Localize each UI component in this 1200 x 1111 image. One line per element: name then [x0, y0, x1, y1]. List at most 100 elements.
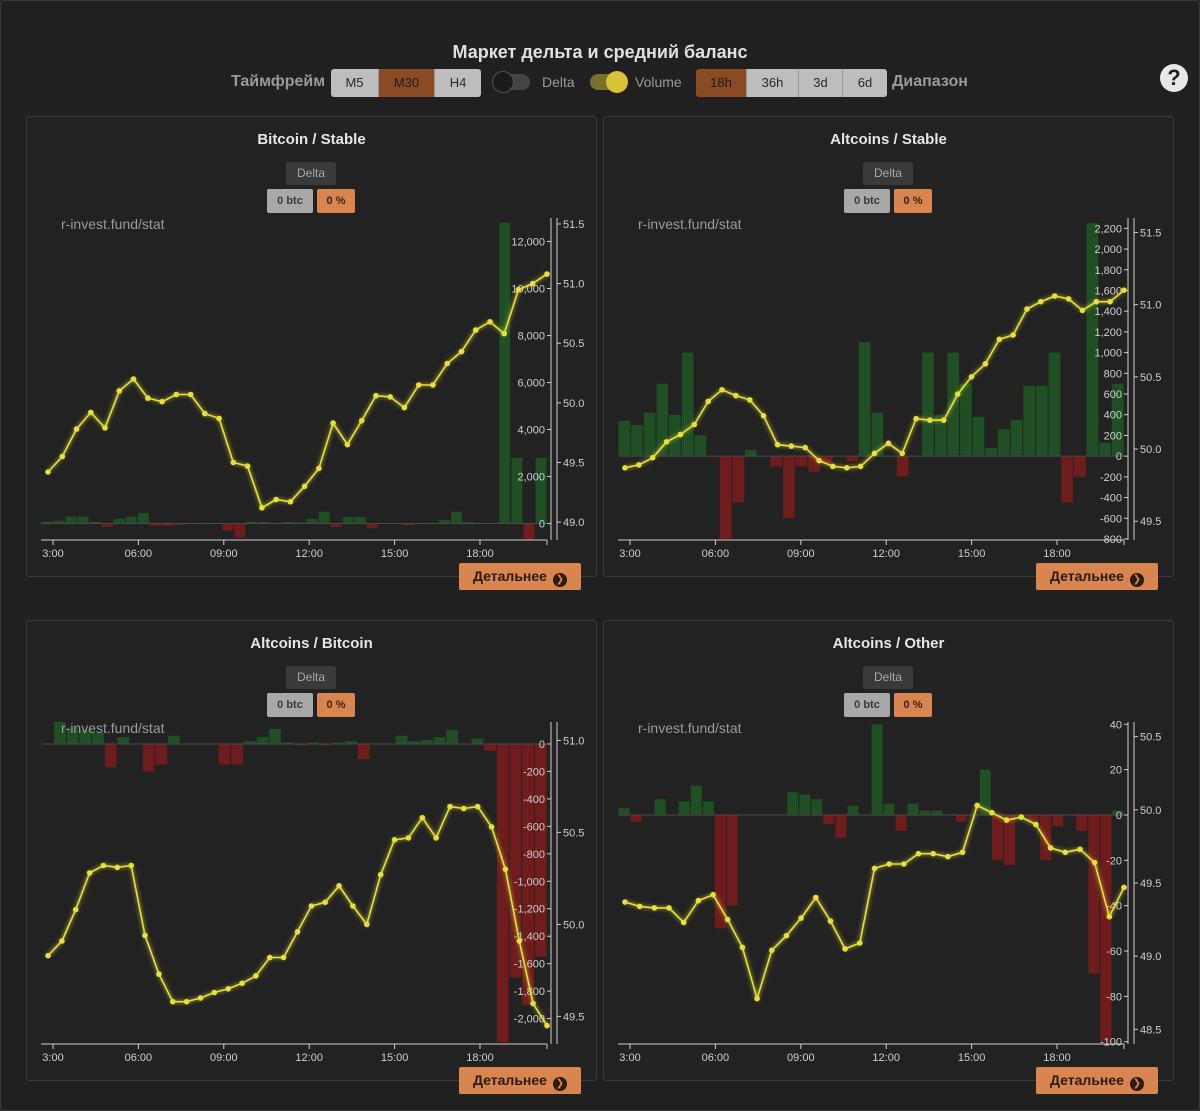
volume-toggle[interactable] [590, 71, 628, 93]
bar-axis-tick-label: -100 [1100, 1037, 1122, 1049]
details-button[interactable]: Детальнее ❯ [1036, 1067, 1158, 1094]
balance-point [391, 837, 398, 843]
range-18h-button[interactable]: 18h [696, 69, 747, 97]
panel-title: Altcoins / Other [832, 635, 945, 652]
positive-delta-bar [499, 222, 511, 524]
negative-delta-bar [155, 744, 168, 765]
positive-delta-bar [1099, 442, 1111, 457]
positive-delta-bar [446, 730, 458, 744]
balance-point [145, 395, 151, 401]
balance-point [954, 391, 961, 398]
delta-toggle[interactable] [492, 71, 530, 93]
balance-point [968, 374, 975, 380]
positive-delta-bar [421, 739, 433, 744]
x-axis-tick-label: 06:00 [125, 548, 153, 557]
negative-delta-bar [1040, 815, 1052, 861]
chart: 0 2,000 4,000 6,000 8,000 10,000 12,000 49.0 49.… [41, 218, 584, 557]
x-axis-tick-label: 3:00 [42, 1052, 63, 1061]
positive-delta-bar [65, 516, 77, 524]
balance-point [901, 861, 907, 867]
balance-point [430, 382, 436, 388]
positive-delta-bar [681, 352, 694, 457]
x-axis-tick-label: 09:00 [787, 548, 815, 557]
chevron-right-icon: ❯ [552, 1077, 567, 1091]
timeframe-m5-button[interactable]: M5 [331, 69, 379, 97]
balance-point [1107, 298, 1113, 305]
balance-point [202, 410, 208, 417]
positive-delta-bar [408, 741, 421, 744]
details-button-label: Детальнее [1050, 1072, 1124, 1088]
bar-axis-tick-label: 8,000 [517, 331, 545, 343]
balance-point [816, 457, 822, 464]
balance-point [447, 803, 453, 810]
balance-point [501, 330, 508, 337]
positive-delta-bar [306, 518, 318, 524]
positive-delta-bar [1112, 810, 1124, 815]
negative-delta-bar [522, 744, 534, 1005]
balance-point [1033, 821, 1039, 828]
chart: -2,000-1,800-1,600-1,400-1,200-1,000-800… [41, 722, 584, 1061]
bar-axis-tick-label: -20 [1106, 855, 1122, 867]
balance-point [1121, 287, 1127, 293]
balance-point [927, 417, 933, 424]
negative-delta-bar [402, 523, 414, 526]
line-axis-tick-label: 51.0 [563, 279, 584, 291]
range-6d-button[interactable]: 6d [843, 69, 887, 97]
chart: -800-600-400-20002004006008001,0001,2001… [618, 218, 1161, 557]
positive-delta-bar [125, 516, 137, 524]
bar-axis-tick-label: -1,200 [514, 904, 545, 916]
balance-point [170, 998, 176, 1005]
bar-axis-tick-label: 2,200 [1094, 223, 1122, 235]
timeframe-h4-button[interactable]: H4 [435, 69, 481, 97]
balance-point [544, 271, 550, 277]
details-button[interactable]: Детальнее ❯ [459, 1067, 581, 1094]
balance-point [959, 849, 966, 856]
bar-axis-tick-label: 0 [539, 519, 545, 531]
positive-delta-bar [318, 511, 330, 524]
balance-point [677, 431, 684, 438]
positive-delta-bar [690, 785, 702, 815]
positive-delta-bar [1023, 385, 1035, 457]
balance-point [754, 995, 760, 1002]
balance-point [830, 463, 836, 470]
timeframe-label: Таймфрейм [231, 73, 326, 90]
balance-point [1077, 846, 1083, 853]
balance-point [871, 865, 878, 872]
x-axis-tick-label: 18:00 [1043, 1052, 1071, 1061]
negative-delta-bar [496, 744, 509, 1042]
range-3d-button[interactable]: 3d [799, 69, 843, 97]
help-icon[interactable]: ? [1160, 64, 1188, 92]
bar-axis-tick-label: 20 [1110, 765, 1122, 777]
balance-point [769, 947, 775, 954]
percent-value-badge: 0 % [317, 693, 355, 717]
balance-point [488, 824, 495, 830]
delta-badge: Delta [286, 162, 336, 185]
timeframe-m30-button[interactable]: M30 [379, 69, 435, 97]
balance-point [225, 986, 231, 992]
details-button-label: Детальнее [1050, 568, 1124, 584]
line-axis-tick-label: 50.0 [1140, 444, 1161, 456]
panel-title: Altcoins / Stable [830, 131, 947, 148]
positive-delta-bar [77, 516, 89, 524]
details-button[interactable]: Детальнее ❯ [1036, 563, 1158, 590]
balance-point [487, 319, 493, 325]
negative-delta-bar [174, 523, 185, 525]
balance-point [387, 394, 394, 400]
negative-delta-bar [1088, 815, 1100, 974]
bar-axis-tick-label: -800 [523, 849, 545, 861]
range-36h-button[interactable]: 36h [747, 69, 799, 97]
details-button[interactable]: Детальнее ❯ [459, 563, 581, 590]
balance-point [857, 940, 863, 946]
positive-delta-bar [998, 429, 1010, 457]
balance-point [86, 870, 93, 876]
balance-point [798, 915, 804, 921]
balance-point [130, 376, 137, 382]
positive-delta-bar [947, 352, 960, 457]
balance-point [886, 861, 892, 867]
negative-delta-bar [218, 744, 231, 765]
negative-delta-bar [162, 523, 173, 526]
balance-point [216, 415, 222, 422]
balance-point [472, 327, 479, 333]
negative-delta-bar [142, 744, 155, 772]
negative-delta-bar [104, 744, 117, 768]
